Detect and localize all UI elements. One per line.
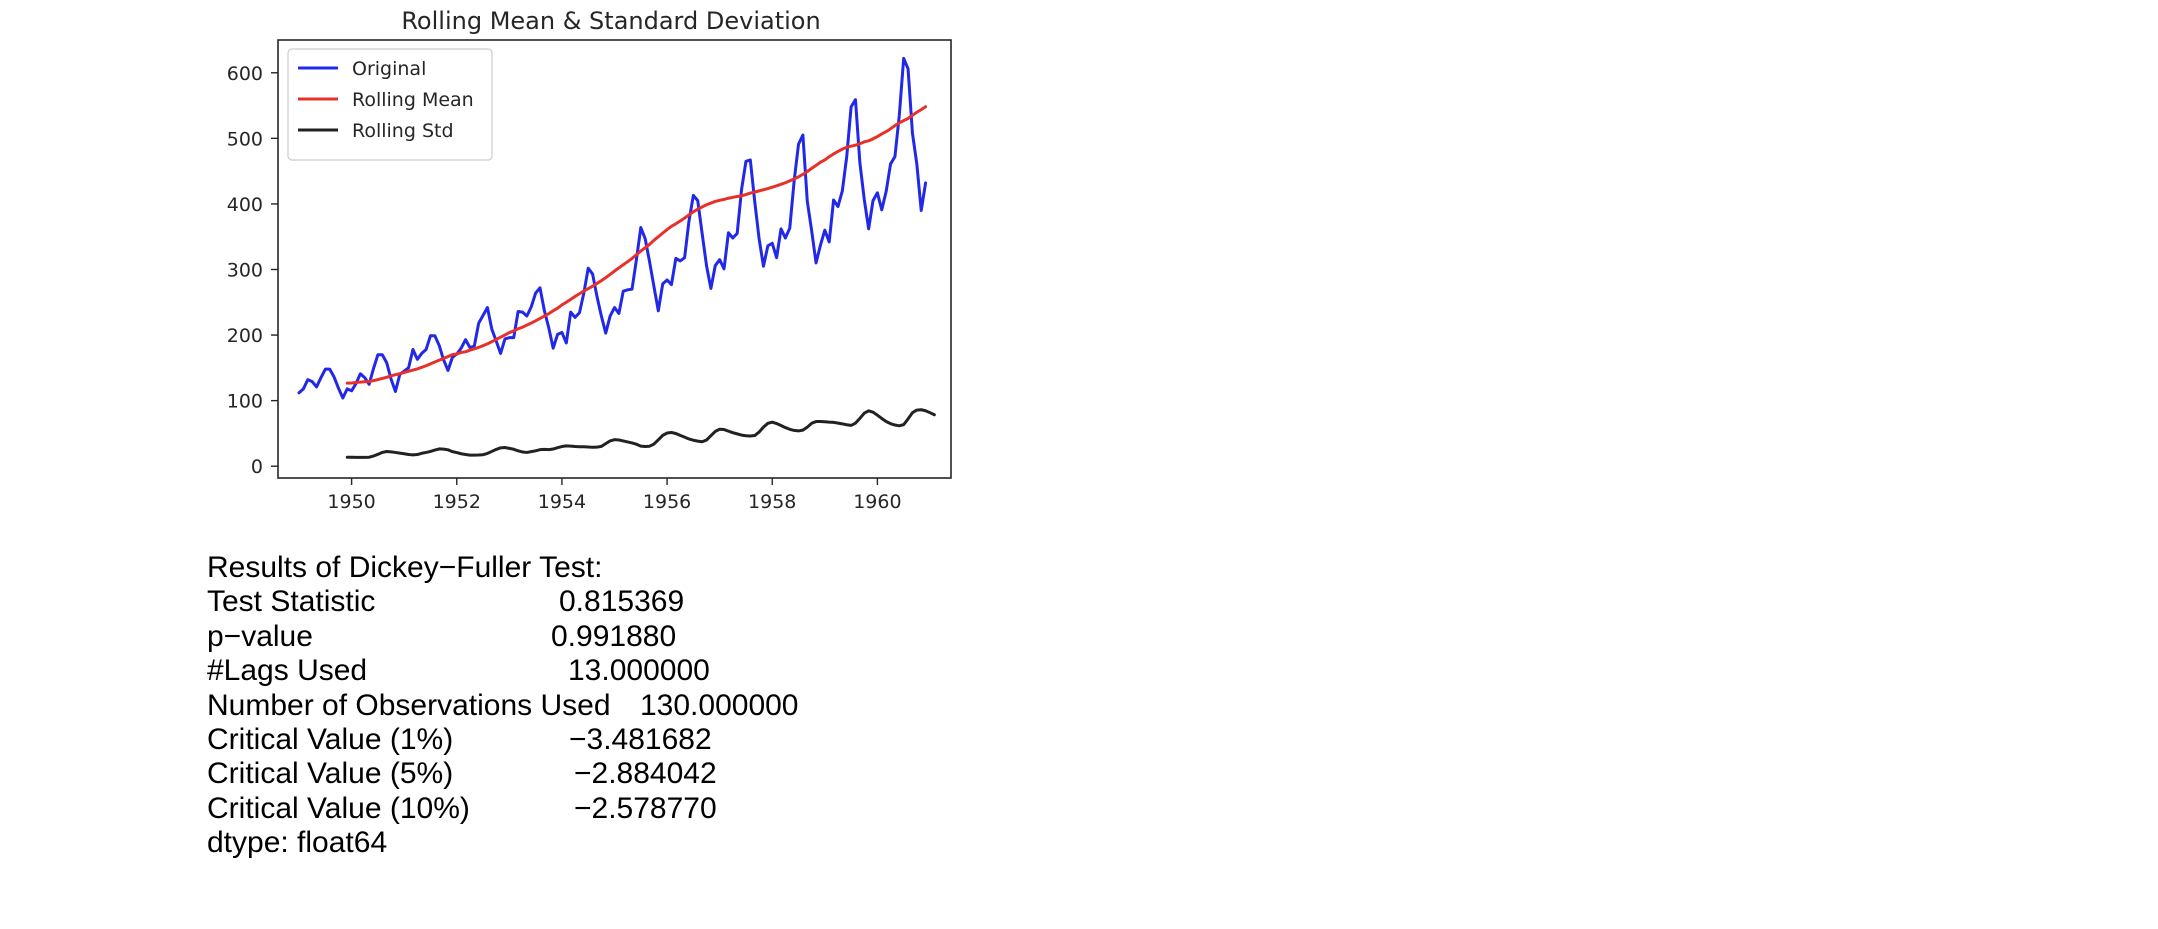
adf-label: Number of Observations Used (207, 688, 611, 722)
adf-label: Critical Value (10%) (207, 791, 470, 825)
y-tick-label: 300 (227, 259, 263, 281)
adf-header: Results of Dickey−Fuller Test: (207, 551, 603, 584)
legend-box (287, 48, 493, 161)
adf-row: #Lags Used 13.000000 (207, 654, 710, 688)
adf-value: −2.578770 (574, 791, 717, 825)
legend: Original Rolling Mean Rolling Std (287, 48, 493, 161)
adf-label: Critical Value (1%) (207, 722, 454, 756)
adf-label: Critical Value (5%) (207, 757, 454, 791)
adf-label: #Lags Used (207, 654, 368, 688)
adf-dtype-row: dtype: float64 (207, 826, 387, 860)
y-tick-label: 0 (251, 456, 263, 478)
series-lines (297, 56, 936, 459)
adf-row: p−value 0.991880 (207, 620, 676, 654)
y-tick-label: 400 (227, 194, 263, 216)
y-tick-label: 500 (227, 128, 263, 150)
y-tick-label: 100 (227, 391, 263, 413)
adf-row: Critical Value (1%) −3.481682 (207, 723, 712, 757)
series-line (345, 408, 936, 459)
y-tick-label: 200 (227, 325, 263, 347)
adf-value: 13.000000 (568, 654, 710, 688)
chart-container: Rolling Mean & Standard Deviation 1950 19… (0, 0, 1000, 540)
plot-area-frame (277, 39, 952, 479)
adf-value: 0.815369 (559, 585, 685, 619)
adf-header-row: Results of Dickey−Fuller Test: (207, 551, 602, 585)
adf-value: −2.884042 (574, 757, 717, 791)
chart-title: Rolling Mean & Standard Deviation (401, 7, 820, 35)
rolling-stats-chart: Rolling Mean & Standard Deviation 1950 19… (227, 7, 952, 513)
legend-label: Original (352, 58, 426, 80)
series-line (345, 105, 928, 385)
x-tick-label: 1956 (643, 491, 691, 513)
legend-label: Rolling Mean (352, 89, 474, 111)
x-tick-label: 1952 (433, 491, 481, 513)
legend-label: Rolling Std (352, 120, 454, 142)
adf-row: Number of Observations Used 130.000000 (207, 689, 799, 723)
y-tick-label: 600 (227, 63, 263, 85)
dickey-fuller-results: Results of Dickey−Fuller Test: Test Stat… (207, 551, 799, 861)
adf-row: Critical Value (5%) −2.884042 (207, 757, 717, 791)
adf-value: 130.000000 (640, 688, 799, 722)
x-tick-label: 1954 (538, 491, 586, 513)
adf-value: 0.991880 (551, 619, 677, 653)
x-tick-label: 1950 (327, 491, 375, 513)
adf-value: −3.481682 (569, 722, 712, 756)
axes: 1950 1952 1954 1956 1958 1960 0 100 200 300 400 500… (227, 63, 902, 513)
adf-row: Critical Value (10%) −2.578770 (207, 792, 717, 826)
adf-label: p−value (207, 619, 313, 653)
adf-dtype: dtype: float64 (207, 826, 388, 860)
x-tick-label: 1958 (748, 491, 796, 513)
x-tick-label: 1960 (853, 491, 901, 513)
adf-row: Test Statistic 0.815369 (207, 585, 684, 619)
adf-label: Test Statistic (207, 585, 376, 619)
